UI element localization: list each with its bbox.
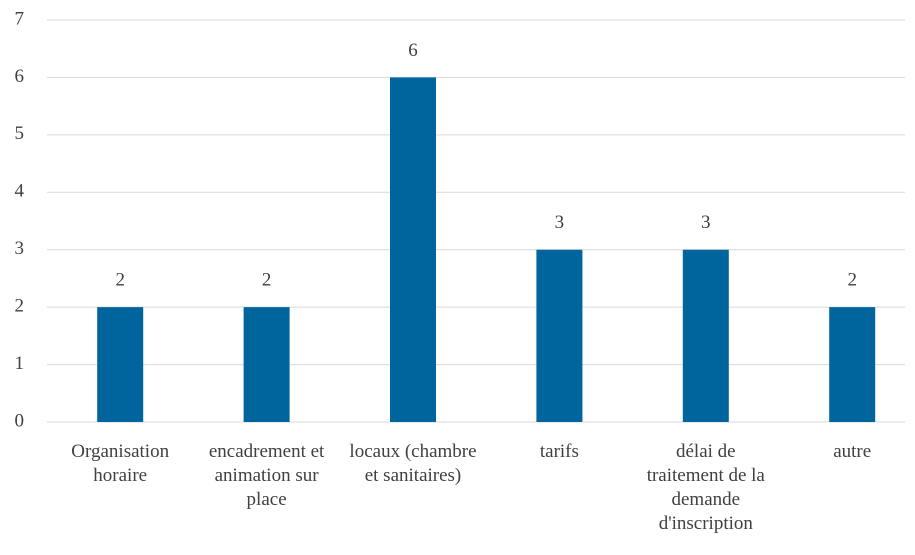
data-label: 2 — [115, 270, 125, 291]
data-label: 2 — [847, 270, 857, 291]
y-tick-label: 6 — [15, 66, 25, 87]
bar — [243, 307, 290, 422]
bar — [829, 307, 876, 422]
bar — [536, 249, 583, 422]
x-tick-label: tarifs — [539, 441, 579, 462]
data-label: 3 — [555, 212, 565, 233]
y-tick-label: 4 — [15, 181, 25, 202]
x-tick-label: locaux (chambre et sanitaires) — [349, 441, 477, 486]
x-tick-label: délai de traitement de la demande d'insc… — [646, 441, 765, 534]
x-tick-label: encadrement et animation sur place — [208, 441, 325, 510]
x-tick-label: autre — [833, 441, 872, 462]
y-tick-label: 3 — [15, 238, 25, 259]
y-tick-label: 2 — [15, 296, 25, 317]
data-label: 6 — [408, 40, 418, 61]
y-tick-label: 7 — [15, 8, 25, 29]
y-tick-label: 5 — [15, 123, 25, 144]
bar — [97, 307, 144, 422]
x-tick-label: Organisation horaire — [71, 441, 170, 486]
bar — [682, 249, 729, 422]
data-label: 2 — [262, 270, 272, 291]
data-label: 3 — [701, 212, 711, 233]
bar — [390, 77, 436, 422]
y-tick-label: 1 — [15, 353, 25, 374]
y-tick-label: 0 — [15, 410, 25, 431]
